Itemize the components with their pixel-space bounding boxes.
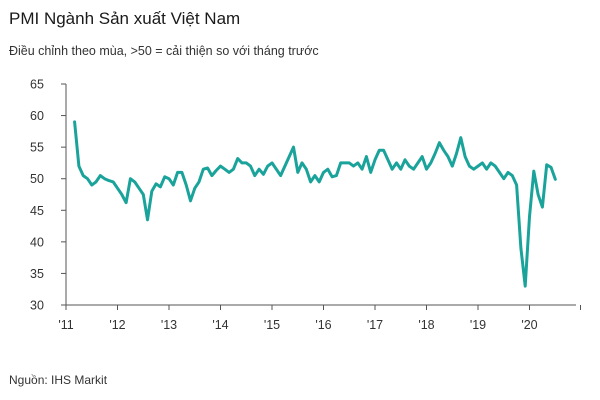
y-tick-label: 60 [30,109,44,123]
x-tick-label: '19 [470,318,486,332]
x-tick-label: '16 [315,318,331,332]
y-tick-label: 40 [30,235,44,249]
x-tick-label: '20 [521,318,537,332]
x-tick-label: '18 [418,318,434,332]
chart-subtitle: Điều chỉnh theo mùa, >50 = cải thiện so … [9,44,319,58]
x-tick-label: '13 [161,318,177,332]
y-tick-label: 50 [30,172,44,186]
x-tick-label: '15 [264,318,280,332]
x-tick-label: '14 [212,318,228,332]
y-tick-label: 45 [30,204,44,218]
x-tick-label: '17 [367,318,383,332]
chart-title: PMI Ngành Sản xuất Việt Nam [9,9,241,28]
y-tick-label: 55 [30,141,44,155]
series-line [73,120,557,288]
y-tick-label: 35 [30,267,44,281]
x-tick-label: '11 [58,318,73,332]
source-note: Nguồn: IHS Markit [9,373,108,387]
x-tick-label: '12 [109,318,125,332]
y-tick-label: 65 [30,78,44,92]
y-tick-label: 30 [30,299,44,313]
